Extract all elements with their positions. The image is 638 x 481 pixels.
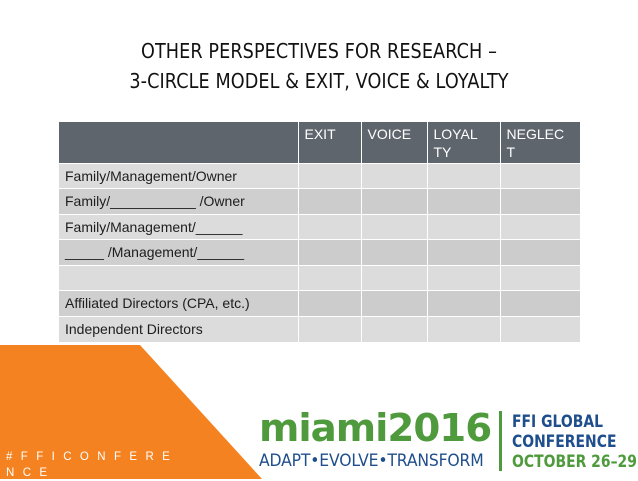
- event-line-2: CONFERENCE: [512, 432, 617, 452]
- table-row: Family/Management/Owner: [59, 162, 580, 189]
- event-line-3: OCTOBER 26–29: [512, 452, 637, 472]
- table-cell: [427, 213, 501, 240]
- table-cell: [500, 264, 580, 291]
- row-label: Family/Management/______: [59, 213, 299, 240]
- hashtag-text: # F F I C O N F E R E N C E: [6, 451, 173, 479]
- table-cell: [427, 162, 501, 189]
- table-cell: [298, 213, 362, 240]
- slide-title: OTHER PERSPECTIVES FOR RESEARCH – 3-CIRC…: [45, 36, 594, 96]
- table-header-row: EXIT VOICE LOYAL TY NEGLEC T: [59, 122, 580, 163]
- table-cell: [427, 239, 501, 265]
- table-cell: [427, 315, 501, 342]
- row-label: [59, 264, 299, 291]
- table-cell: [361, 264, 428, 291]
- miami2016-logo: miami2016: [259, 406, 492, 450]
- title-line-2: 3-CIRCLE MODEL & EXIT, VOICE & LOYALTY: [129, 69, 509, 93]
- table-cell: [500, 239, 580, 265]
- table-row: Family/Management/______: [59, 213, 580, 240]
- header-exit: EXIT: [298, 122, 362, 163]
- header-neglect: NEGLEC T: [500, 122, 580, 163]
- table-cell: [298, 239, 362, 265]
- logo-divider: [499, 411, 502, 471]
- table-cell: [361, 315, 428, 342]
- row-label: Family/Management/Owner: [59, 162, 299, 189]
- event-line-1: FFI GLOBAL: [512, 412, 604, 432]
- table-row: _____ /Management/______: [59, 239, 580, 265]
- event-info: FFI GLOBAL CONFERENCE OCTOBER 26–29: [512, 412, 637, 472]
- table-cell: [361, 213, 428, 240]
- table-cell: [298, 315, 362, 342]
- table-cell: [361, 162, 428, 189]
- table-cell: [361, 290, 428, 316]
- table-row: [59, 264, 580, 291]
- table-row: Independent Directors: [59, 315, 580, 342]
- perspectives-table: EXIT VOICE LOYAL TY NEGLEC T Family/Manage…: [59, 122, 580, 342]
- row-label: Affiliated Directors (CPA, etc.): [59, 290, 299, 316]
- table-cell: [298, 290, 362, 316]
- table-cell: [298, 188, 362, 214]
- table-cell: [500, 162, 580, 189]
- table-cell: [427, 290, 501, 316]
- row-label: Independent Directors: [59, 315, 299, 342]
- table-cell: [361, 188, 428, 214]
- table-cell: [427, 264, 501, 291]
- table-cell: [361, 239, 428, 265]
- table-cell: [298, 264, 362, 291]
- table-row: Affiliated Directors (CPA, etc.): [59, 290, 580, 316]
- logo-tagline: ADAPT•EVOLVE•TRANSFORM: [259, 451, 484, 471]
- table-cell: [298, 162, 362, 189]
- header-voice: VOICE: [361, 122, 428, 163]
- table-row: Family/___________ /Owner: [59, 188, 580, 214]
- table-cell: [427, 188, 501, 214]
- header-loyalty: LOYAL TY: [427, 122, 501, 163]
- row-label: Family/___________ /Owner: [59, 188, 299, 214]
- table-cell: [500, 290, 580, 316]
- row-label: _____ /Management/______: [59, 239, 299, 265]
- title-line-1: OTHER PERSPECTIVES FOR RESEARCH –: [140, 39, 497, 63]
- table-cell: [500, 315, 580, 342]
- header-blank: [59, 122, 299, 163]
- table-cell: [500, 213, 580, 240]
- table-cell: [500, 188, 580, 214]
